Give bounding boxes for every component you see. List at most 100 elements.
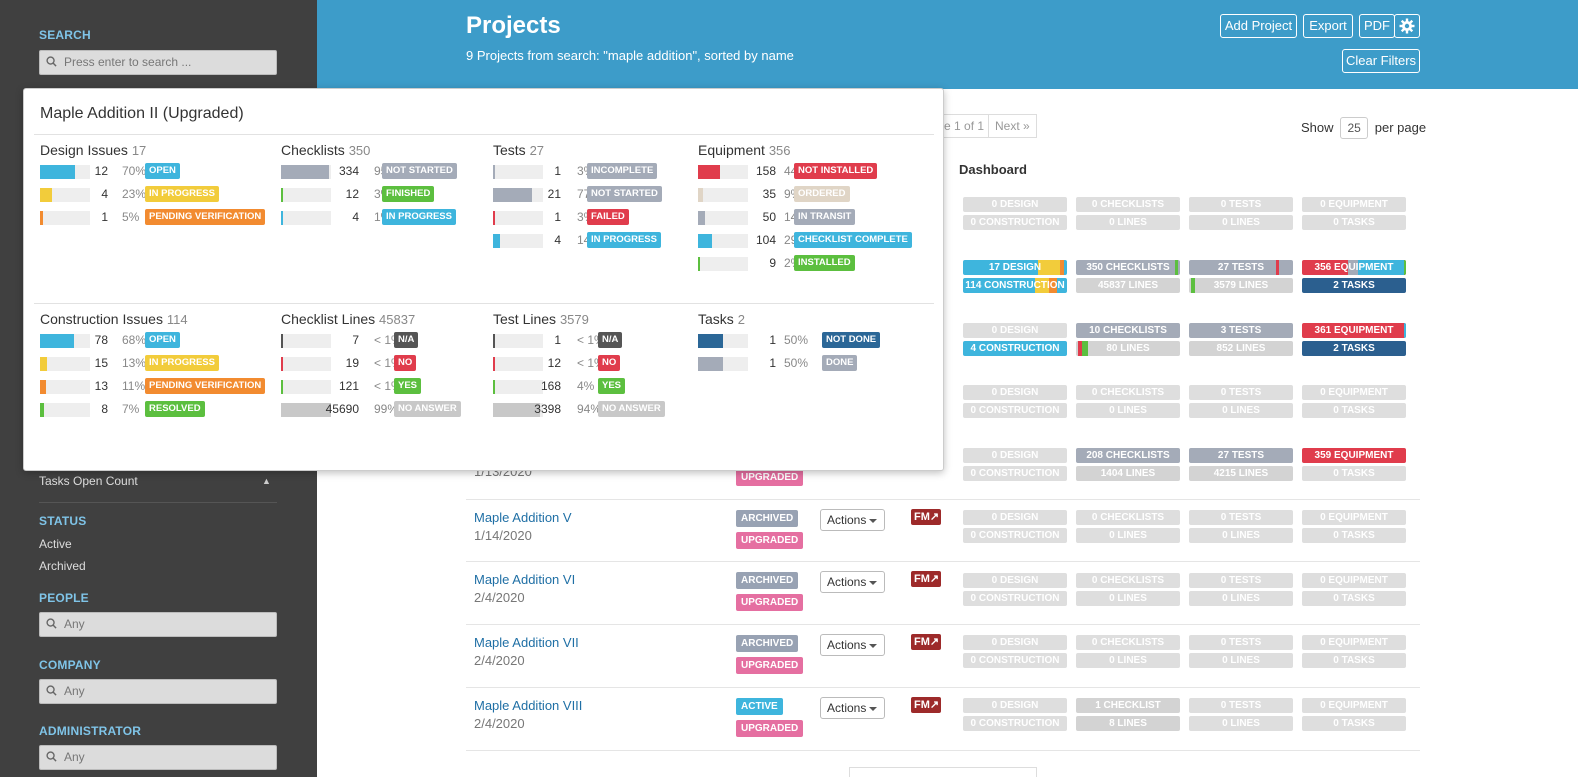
dashboard-cell[interactable]: 0 TESTS [1189,510,1293,525]
fm-link-icon[interactable]: FM↗ [911,571,941,587]
dashboard-cell[interactable]: 2 TASKS [1302,278,1406,293]
clear-filters-button[interactable]: Clear Filters [1342,49,1420,73]
settings-button[interactable] [1394,14,1420,38]
search-input[interactable]: Press enter to search ... [39,50,277,75]
administrator-input[interactable]: Any [39,745,277,770]
dashboard-cell[interactable]: 0 LINES [1189,528,1293,543]
dashboard-cell[interactable]: 3 TESTS [1189,323,1293,338]
dashboard-cell[interactable]: 4 CONSTRUCTION [963,341,1067,356]
dashboard-cell[interactable]: 0 TASKS [1302,466,1406,481]
dashboard-cell[interactable]: 0 EQUIPMENT [1302,510,1406,525]
project-name-link[interactable]: Maple Addition VII [474,635,579,650]
add-project-button[interactable]: Add Project [1220,14,1297,38]
project-name-link[interactable]: Maple Addition VI [474,572,576,587]
dashboard-cell[interactable]: 17 DESIGN [963,260,1067,275]
dashboard-cell[interactable]: 0 LINES [1189,716,1293,731]
dashboard-cell[interactable]: 0 DESIGN [963,448,1067,463]
project-name-link[interactable]: Maple Addition V [474,510,572,525]
dashboard-cell[interactable]: 0 LINES [1076,528,1180,543]
dashboard-cell[interactable]: 0 TESTS [1189,385,1293,400]
dashboard-cell[interactable]: 356 EQUIPMENT [1302,260,1406,275]
dashboard-cell[interactable]: 0 CONSTRUCTION [963,466,1067,481]
fm-link-icon[interactable]: FM↗ [911,634,941,650]
dashboard-cell[interactable]: 0 TASKS [1302,215,1406,230]
dashboard-cell[interactable]: 0 DESIGN [963,573,1067,588]
actions-dropdown[interactable]: Actions [820,571,885,593]
dashboard-cell[interactable]: 361 EQUIPMENT [1302,323,1406,338]
dashboard-cell[interactable]: 0 CONSTRUCTION [963,653,1067,668]
dashboard-cell[interactable]: 0 CONSTRUCTION [963,528,1067,543]
export-button[interactable]: Export [1303,14,1353,38]
dashboard-cell[interactable]: 1 CHECKLIST [1076,698,1180,713]
dashboard-cell[interactable]: 0 DESIGN [963,510,1067,525]
dashboard-cell[interactable]: 0 EQUIPMENT [1302,635,1406,650]
table-row[interactable]: Maple Addition VII 2/4/2020 ARCHIVED UPG… [466,624,1420,687]
pagination-bottom[interactable] [849,767,1037,777]
dashboard-cell[interactable]: 0 DESIGN [963,635,1067,650]
fm-link-icon[interactable]: FM↗ [911,509,941,525]
dashboard-cell[interactable]: 0 CHECKLISTS [1076,573,1180,588]
sort-arrows-icon[interactable]: ▲ [262,476,271,486]
dashboard-cell[interactable]: 0 CHECKLISTS [1076,635,1180,650]
dashboard-cell[interactable]: 0 CHECKLISTS [1076,197,1180,212]
dashboard-cell[interactable]: 0 TASKS [1302,528,1406,543]
dashboard-cell[interactable]: 852 LINES [1189,341,1293,356]
dashboard-cell[interactable]: 0 DESIGN [963,197,1067,212]
per-page-input[interactable]: 25 [1340,117,1369,139]
dashboard-cell[interactable]: 0 EQUIPMENT [1302,698,1406,713]
dashboard-cell[interactable]: 0 TESTS [1189,573,1293,588]
dashboard-cell[interactable]: 0 TASKS [1302,653,1406,668]
dashboard-cell[interactable]: 0 EQUIPMENT [1302,385,1406,400]
company-input[interactable]: Any [39,679,277,704]
dashboard-cell[interactable]: 0 CHECKLISTS [1076,385,1180,400]
dashboard-cell[interactable]: 0 TASKS [1302,403,1406,418]
dashboard-cell[interactable]: 350 CHECKLISTS [1076,260,1180,275]
dashboard-cell[interactable]: 359 EQUIPMENT [1302,448,1406,463]
dashboard-cell[interactable]: 4215 LINES [1189,466,1293,481]
dashboard-cell[interactable]: 45837 LINES [1076,278,1180,293]
dashboard-cell[interactable]: 0 CONSTRUCTION [963,716,1067,731]
dashboard-cell[interactable]: 0 EQUIPMENT [1302,197,1406,212]
dashboard-cell[interactable]: 0 TESTS [1189,197,1293,212]
status-active-link[interactable]: Active [39,537,72,551]
people-input[interactable]: Any [39,612,277,637]
dashboard-cell[interactable]: 0 DESIGN [963,385,1067,400]
dashboard-cell[interactable]: 27 TESTS [1189,260,1293,275]
sort-option-tasks-open-count[interactable]: Tasks Open Count [39,474,138,488]
dashboard-cell[interactable]: 0 CONSTRUCTION [963,591,1067,606]
dashboard-cell[interactable]: 0 DESIGN [963,323,1067,338]
dashboard-cell[interactable]: 0 LINES [1189,215,1293,230]
dashboard-cell[interactable]: 10 CHECKLISTS [1076,323,1180,338]
dashboard-cell[interactable]: 0 CONSTRUCTION [963,403,1067,418]
actions-dropdown[interactable]: Actions [820,634,885,656]
dashboard-cell[interactable]: 80 LINES [1076,341,1180,356]
table-row[interactable]: Maple Addition VIII 2/4/2020 ACTIVE UPGR… [466,687,1420,751]
dashboard-cell[interactable]: 0 EQUIPMENT [1302,573,1406,588]
fm-link-icon[interactable]: FM↗ [911,697,941,713]
dashboard-cell[interactable]: 0 LINES [1076,403,1180,418]
dashboard-cell[interactable]: 2 TASKS [1302,341,1406,356]
next-page-button[interactable]: Next » [988,114,1037,138]
dashboard-cell[interactable]: 0 LINES [1189,653,1293,668]
actions-dropdown[interactable]: Actions [820,509,885,531]
dashboard-cell[interactable]: 3579 LINES [1189,278,1293,293]
dashboard-cell[interactable]: 0 TESTS [1189,698,1293,713]
dashboard-cell[interactable]: 0 TASKS [1302,716,1406,731]
dashboard-cell[interactable]: 27 TESTS [1189,448,1293,463]
dashboard-cell[interactable]: 0 CONSTRUCTION [963,215,1067,230]
actions-dropdown[interactable]: Actions [820,697,885,719]
dashboard-cell[interactable]: 1404 LINES [1076,466,1180,481]
status-archived-link[interactable]: Archived [39,559,86,573]
pdf-button[interactable]: PDF [1359,14,1395,38]
dashboard-cell[interactable]: 208 CHECKLISTS [1076,448,1180,463]
dashboard-cell[interactable]: 0 TASKS [1302,591,1406,606]
table-row[interactable]: Maple Addition VI 2/4/2020 ARCHIVED UPGR… [466,561,1420,624]
dashboard-cell[interactable]: 0 LINES [1189,403,1293,418]
dashboard-cell[interactable]: 0 LINES [1076,653,1180,668]
dashboard-cell[interactable]: 114 CONSTRUCTION [963,278,1067,293]
dashboard-cell[interactable]: 8 LINES [1076,716,1180,731]
dashboard-cell[interactable]: 0 DESIGN [963,698,1067,713]
dashboard-cell[interactable]: 0 CHECKLISTS [1076,510,1180,525]
dashboard-cell[interactable]: 0 LINES [1189,591,1293,606]
table-row[interactable]: Maple Addition V 1/14/2020 ARCHIVED UPGR… [466,499,1420,561]
